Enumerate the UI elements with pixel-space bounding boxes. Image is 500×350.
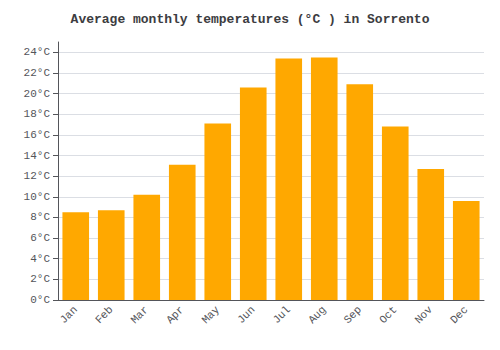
svg-text:Nov: Nov: [413, 303, 436, 326]
svg-text:Jun: Jun: [235, 304, 257, 326]
svg-text:Average monthly temperatures (: Average monthly temperatures (°C ) in So…: [71, 12, 430, 27]
svg-text:8°C: 8°C: [30, 211, 50, 223]
svg-text:Apr: Apr: [164, 304, 186, 326]
svg-text:Oct: Oct: [377, 304, 399, 326]
svg-text:2°C: 2°C: [30, 273, 50, 285]
svg-text:Jul: Jul: [271, 304, 293, 326]
svg-text:24°C: 24°C: [24, 46, 51, 58]
svg-text:14°C: 14°C: [24, 150, 51, 162]
svg-text:Jan: Jan: [58, 304, 80, 326]
svg-text:0°C: 0°C: [30, 294, 50, 306]
svg-text:Aug: Aug: [306, 304, 328, 326]
svg-text:16°C: 16°C: [24, 129, 51, 141]
svg-text:May: May: [200, 303, 223, 326]
svg-text:Dec: Dec: [448, 304, 470, 326]
svg-text:20°C: 20°C: [24, 88, 51, 100]
svg-text:Sep: Sep: [342, 304, 364, 326]
svg-text:22°C: 22°C: [24, 67, 51, 79]
svg-text:4°C: 4°C: [30, 253, 50, 265]
svg-text:Mar: Mar: [129, 304, 151, 326]
svg-text:18°C: 18°C: [24, 108, 51, 120]
svg-text:Feb: Feb: [93, 304, 115, 326]
svg-text:12°C: 12°C: [24, 170, 51, 182]
svg-text:6°C: 6°C: [30, 232, 50, 244]
svg-text:10°C: 10°C: [24, 191, 51, 203]
